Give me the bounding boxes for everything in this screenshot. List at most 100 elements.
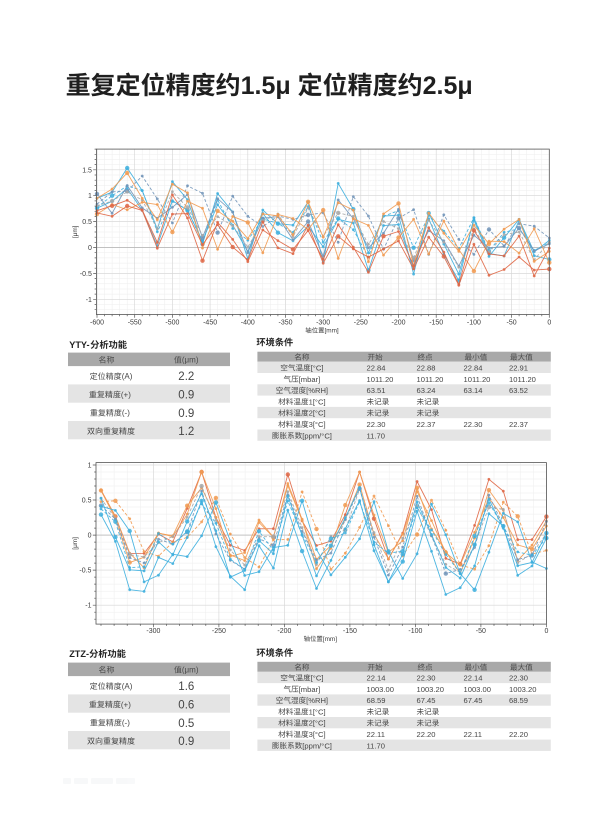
- svg-text:2.5μ: 2.5μ: [423, 72, 473, 100]
- svg-text:-500: -500: [165, 320, 179, 327]
- svg-text:1.2: 1.2: [178, 426, 194, 438]
- svg-text:1: 1: [88, 193, 92, 200]
- svg-text:(A): (A): [122, 682, 133, 691]
- svg-text:1: 1: [88, 463, 92, 470]
- svg-text:-150: -150: [429, 320, 443, 327]
- svg-text:68.59: 68.59: [367, 696, 386, 705]
- svg-text:-250: -250: [354, 320, 368, 327]
- svg-text:-200: -200: [277, 628, 291, 635]
- svg-text:11.70: 11.70: [367, 431, 385, 440]
- svg-text:22.88: 22.88: [417, 363, 436, 372]
- svg-text:0.9: 0.9: [178, 736, 194, 748]
- svg-text:22.30: 22.30: [367, 420, 386, 429]
- svg-text:22.14: 22.14: [367, 674, 386, 683]
- svg-text:0.5: 0.5: [82, 219, 92, 226]
- svg-text:1.6: 1.6: [178, 681, 194, 693]
- svg-text:-150: -150: [343, 628, 357, 635]
- svg-text:-100: -100: [408, 628, 422, 635]
- svg-text:YTY-: YTY-: [69, 340, 89, 350]
- svg-text:ZTZ-: ZTZ-: [69, 649, 89, 659]
- svg-text:0.9: 0.9: [178, 408, 194, 420]
- svg-text:-1: -1: [86, 297, 92, 304]
- svg-text:22.30: 22.30: [417, 674, 436, 683]
- svg-text:[mbar]: [mbar]: [299, 375, 321, 384]
- svg-text:-1: -1: [85, 603, 91, 610]
- svg-text:1003.00: 1003.00: [464, 685, 491, 694]
- svg-text:0: 0: [88, 245, 92, 252]
- svg-text:0: 0: [545, 628, 549, 635]
- svg-text:0: 0: [88, 533, 92, 540]
- svg-text:22.37: 22.37: [509, 420, 528, 429]
- svg-text:0: 0: [547, 320, 551, 327]
- svg-text:-250: -250: [212, 628, 226, 635]
- svg-text:-400: -400: [241, 320, 255, 327]
- svg-text:68.59: 68.59: [509, 696, 528, 705]
- svg-text:1011.20: 1011.20: [464, 375, 491, 384]
- svg-text:-350: -350: [279, 320, 293, 327]
- svg-text:22.30: 22.30: [464, 420, 483, 429]
- svg-text:-100: -100: [467, 320, 481, 327]
- svg-text:[°C]: [°C]: [311, 363, 324, 372]
- svg-text:2[°C]: 2[°C]: [309, 409, 326, 418]
- svg-text:(+): (+): [121, 700, 131, 709]
- svg-text:22.91: 22.91: [509, 363, 528, 372]
- svg-text:2.2: 2.2: [178, 371, 194, 383]
- svg-text:22.11: 22.11: [367, 730, 385, 739]
- svg-text:[μm]: [μm]: [72, 225, 79, 238]
- svg-text:1.5μ: 1.5μ: [241, 72, 291, 100]
- svg-text:63.24: 63.24: [417, 386, 436, 395]
- svg-text:-550: -550: [128, 320, 142, 327]
- svg-text:3[°C]: 3[°C]: [309, 730, 326, 739]
- svg-text:-0.5: -0.5: [80, 271, 92, 278]
- svg-text:1003.20: 1003.20: [509, 685, 536, 694]
- svg-text:22.14: 22.14: [464, 674, 483, 683]
- svg-text:22.84: 22.84: [464, 363, 483, 372]
- svg-text:67.45: 67.45: [464, 696, 483, 705]
- svg-text:0.9: 0.9: [178, 390, 194, 402]
- svg-text:[ppm/°C]: [ppm/°C]: [302, 741, 332, 750]
- svg-text:22.20: 22.20: [417, 730, 436, 739]
- svg-text:1011.20: 1011.20: [367, 375, 394, 384]
- svg-text:0.5: 0.5: [82, 498, 92, 505]
- svg-text:(μm): (μm): [182, 666, 199, 675]
- svg-text:(-): (-): [122, 409, 130, 418]
- svg-text:1.5: 1.5: [82, 167, 92, 174]
- svg-text:(+): (+): [121, 390, 131, 399]
- svg-text:63.52: 63.52: [509, 386, 528, 395]
- svg-text:1[°C]: 1[°C]: [309, 707, 326, 716]
- svg-text:(-): (-): [122, 719, 130, 728]
- svg-text:-300: -300: [316, 320, 330, 327]
- svg-text:(μm): (μm): [182, 356, 199, 365]
- svg-text:22.37: 22.37: [417, 420, 436, 429]
- svg-text:1003.00: 1003.00: [367, 685, 394, 694]
- svg-text:63.51: 63.51: [367, 386, 386, 395]
- svg-text:[%RH]: [%RH]: [306, 386, 328, 395]
- svg-text:[mm]: [mm]: [323, 636, 337, 643]
- svg-text:0.6: 0.6: [178, 700, 194, 712]
- svg-text:3[°C]: 3[°C]: [309, 420, 326, 429]
- svg-text:-50: -50: [476, 628, 486, 635]
- svg-text:11.70: 11.70: [367, 741, 385, 750]
- svg-text:[μm]: [μm]: [72, 537, 79, 550]
- svg-text:(A): (A): [122, 372, 133, 381]
- svg-text:-450: -450: [203, 320, 217, 327]
- svg-text:-600: -600: [90, 320, 104, 327]
- svg-text:1011.20: 1011.20: [417, 375, 444, 384]
- svg-text:-50: -50: [507, 320, 517, 327]
- svg-text:0.5: 0.5: [178, 718, 194, 730]
- svg-text:1003.20: 1003.20: [417, 685, 444, 694]
- svg-text:22.11: 22.11: [464, 730, 482, 739]
- svg-text:22.84: 22.84: [367, 363, 386, 372]
- svg-text:22.30: 22.30: [509, 674, 528, 683]
- svg-text:[%RH]: [%RH]: [306, 696, 328, 705]
- svg-text:1011.20: 1011.20: [509, 375, 536, 384]
- svg-text:[mm]: [mm]: [325, 328, 339, 335]
- svg-text:22.20: 22.20: [509, 730, 528, 739]
- svg-text:[°C]: [°C]: [311, 674, 324, 683]
- svg-text:67.45: 67.45: [417, 696, 436, 705]
- svg-text:2[°C]: 2[°C]: [309, 719, 326, 728]
- svg-text:-0.5: -0.5: [79, 568, 91, 575]
- svg-text:63.14: 63.14: [464, 386, 483, 395]
- svg-text:[mbar]: [mbar]: [299, 685, 321, 694]
- svg-text:1[°C]: 1[°C]: [309, 397, 326, 406]
